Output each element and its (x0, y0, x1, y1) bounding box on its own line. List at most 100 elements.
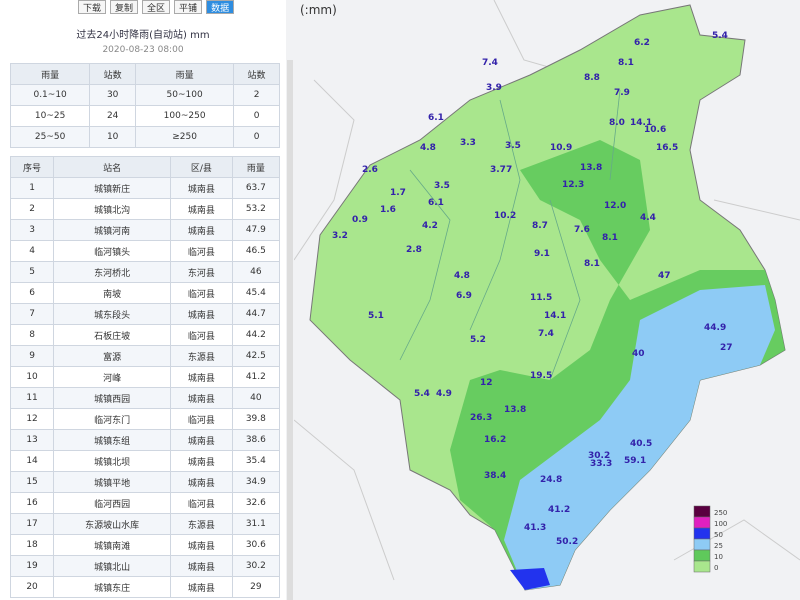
rain-value: 4.2 (422, 221, 438, 231)
cell: 30.2 (231, 555, 281, 577)
rain-value: 47 (658, 271, 671, 281)
button[interactable]: 平铺 (174, 0, 203, 14)
cell: 城镇河南 (53, 219, 172, 241)
cell: 3 (9, 219, 55, 241)
cell: 东源坡山水库 (53, 513, 172, 535)
cell: 城镇北山 (53, 555, 172, 577)
cell: 城镇西园 (53, 387, 172, 409)
cell: 城镇北沟 (53, 198, 172, 220)
rain-value: 13.8 (580, 163, 602, 173)
cell: 30 (89, 84, 137, 106)
row: 14 城镇北坝 城南县 35.4 (9, 450, 281, 472)
cell: ≥250 (135, 126, 235, 148)
legend-swatch (693, 549, 711, 562)
rain-value: 1.7 (390, 188, 406, 198)
legend-swatch (693, 560, 711, 573)
rain-value: 8.1 (584, 259, 600, 269)
row: 18 城镇南滩 城南县 30.6 (9, 534, 281, 556)
row: 3 城镇河南 城南县 47.9 (9, 219, 281, 241)
legend-label: 10 (714, 553, 723, 561)
rain-value: 26.3 (470, 413, 492, 423)
map: 6.25.48.17.43.98.87.98.0 14.110.616.56.14… (294, 0, 800, 591)
header-cell: 站数 (233, 63, 280, 85)
rain-value: 7.9 (614, 88, 630, 98)
cell: 40 (231, 387, 281, 409)
rain-value: 11.5 (530, 293, 552, 303)
header-cell: 雨量 (135, 63, 235, 85)
scrollbar[interactable] (287, 60, 293, 600)
cell: 临河县 (170, 324, 233, 346)
rain-value: 7.4 (538, 329, 554, 339)
row: 7 城东段头 城南县 44.7 (9, 303, 281, 325)
rain-value: 12.0 (604, 201, 626, 211)
rain-value: 44.9 (704, 323, 726, 333)
cell: 10 (9, 366, 55, 388)
rain-value: 7.6 (574, 225, 590, 235)
cell: 6 (9, 282, 55, 304)
rain-value: 9.1 (534, 249, 550, 259)
rain-value: 40.5 (630, 439, 652, 449)
cell: 41.2 (231, 366, 281, 388)
cell: 城南县 (170, 198, 233, 220)
cell: 城镇新庄 (53, 177, 172, 199)
button[interactable]: 复制 (110, 0, 139, 14)
cell: 东河桥北 (53, 261, 172, 283)
row: 10 河峰 城南县 41.2 (9, 366, 281, 388)
cell: 城南县 (170, 387, 233, 409)
rain-value: 4.4 (640, 213, 656, 223)
cell: 53.2 (231, 198, 281, 220)
cell: 0 (233, 126, 280, 148)
cell: 河峰 (53, 366, 172, 388)
rain-value: 3.77 (490, 165, 512, 175)
rain-value: 7.4 (482, 58, 498, 68)
rain-value: 12 (480, 378, 493, 388)
rain-value: 3.3 (460, 138, 476, 148)
row: 16 临河西园 临河县 32.6 (9, 492, 281, 514)
cell: 城东段头 (53, 303, 172, 325)
cell: 临河县 (170, 408, 233, 430)
cell: 39.8 (231, 408, 281, 430)
cell: 城南县 (170, 303, 233, 325)
cell: 城镇东庄 (53, 576, 172, 598)
rain-value: 40 (632, 349, 645, 359)
cell: 30.6 (231, 534, 281, 556)
cell: 42.5 (231, 345, 281, 367)
cell: 城南县 (170, 429, 233, 451)
rain-value: 4.8 (454, 271, 470, 281)
cell: 29 (231, 576, 281, 598)
button[interactable]: 下载 (78, 0, 107, 14)
cell: 14 (9, 450, 55, 472)
legend-label: 250 (714, 509, 727, 517)
rain-value: 3.2 (332, 231, 348, 241)
cell: 15 (9, 471, 55, 493)
rain-value: 41.2 (548, 505, 570, 515)
legend-swatch (693, 527, 711, 540)
rain-value: 8.7 (532, 221, 548, 231)
header-cell: 雨量 (9, 63, 91, 85)
rain-value: 8.1 (618, 58, 634, 68)
row: 1 城镇新庄 城南县 63.7 (9, 177, 281, 199)
cell: 城南县 (170, 576, 233, 598)
row: 11 城镇西园 城南县 40 (9, 387, 281, 409)
button[interactable]: 全区 (142, 0, 171, 14)
rain-value: 2.6 (362, 165, 378, 175)
cell: 东源县 (170, 345, 233, 367)
row: 10~25 24 100~250 0 (9, 105, 280, 127)
rain-value: 24.8 (540, 475, 562, 485)
header-cell: 区/县 (170, 156, 233, 178)
cell: 城南县 (170, 219, 233, 241)
cell: 44.7 (231, 303, 281, 325)
rain-value: 16.5 (656, 143, 678, 153)
cell: 0 (233, 105, 280, 127)
button[interactable]: 数据 (206, 0, 235, 14)
cell: 城镇南滩 (53, 534, 172, 556)
cell: 25~50 (9, 126, 91, 148)
cell: 城镇平地 (53, 471, 172, 493)
legend-swatch (693, 516, 711, 529)
cell: 7 (9, 303, 55, 325)
row: 0.1~10 30 50~100 2 (9, 84, 280, 106)
rain-value: 5.4 (712, 31, 728, 41)
rain-value: 8.8 (584, 73, 600, 83)
legend-swatch (693, 538, 711, 551)
